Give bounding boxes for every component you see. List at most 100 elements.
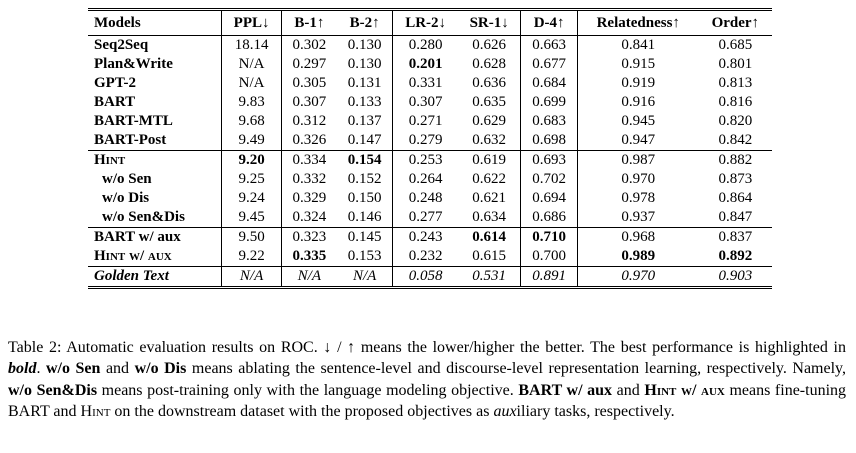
table-cell: 0.137 [347,113,382,129]
table-cell: 0.307 [392,93,458,112]
row-group: BART w/ aux 9.50 0.323 0.145 0.243 0.614 0.710… [88,227,772,267]
table-cell: D-4↑ [520,9,578,36]
table-cell: N/A [221,266,282,288]
table-cell: Relatedness↑ [576,9,699,36]
caption-text: w/o Dis [134,360,187,378]
table-cell: 0.331 [392,74,458,93]
table-cell: N/A [221,55,282,74]
table-cell: Seq2Seq [94,37,149,53]
table-cell: 0.801 [718,56,753,72]
caption-text: iliary tasks, respectively. [516,403,675,421]
table-cell: 0.334 [280,150,337,170]
table-cell: 0.335 [280,247,337,267]
table-cell: BART [94,94,136,110]
table-cell: 0.629 [472,113,507,129]
table-cell: 0.683 [520,112,578,131]
table-cell: 0.663 [520,35,578,55]
table-row: BART w/ aux 9.50 0.323 0.145 0.243 0.614 0.710… [88,227,772,247]
table-row: w/o Dis 9.24 0.329 0.150 0.248 0.621 0.694 0.97… [88,189,772,208]
table-cell: 0.634 [472,209,507,225]
table-cell: BART-MTL [94,113,173,129]
caption-text: bold [8,360,37,378]
table-cell: 0.686 [520,208,578,228]
row-group: Hint 9.20 0.334 0.154 0.253 0.619 0.693 0.987 0.… [88,150,772,228]
table-cell: 0.820 [718,113,753,129]
table-cell: 0.947 [576,131,699,151]
table-cell: 9.83 [221,93,282,112]
table-cell: 9.50 [221,227,282,247]
table-cell: 18.14 [221,35,282,55]
table-cell: N/A [280,266,337,288]
table-cell: GPT-2 [94,75,136,91]
caption-text: and [612,381,645,399]
caption-text: . [36,360,46,378]
table-cell: 0.279 [392,131,458,151]
table-cell: Golden Text [94,268,169,284]
table-cell: 0.302 [280,35,337,55]
table-cell: 0.150 [347,190,382,206]
table-cell: 0.847 [718,209,753,225]
caption-text: w/o Sen&Dis [8,381,98,399]
table-cell: Order↑ [711,14,760,31]
table-cell: 0.710 [520,227,578,247]
table-cell: 0.987 [576,150,699,170]
table-cell: 0.970 [576,266,699,288]
table-cell: B-1↑ [280,9,337,36]
table-cell: 9.25 [221,170,282,189]
table-cell: 0.915 [576,55,699,74]
table-row: BART-MTL 9.68 0.312 0.137 0.271 0.629 0.683 0.9… [88,112,772,131]
table-cell: 0.332 [280,170,337,189]
table-cell: 0.614 [472,229,507,245]
table-cell: 0.145 [347,229,382,245]
table-cell: 0.305 [280,74,337,93]
table-cell: 0.152 [347,171,382,187]
table-cell: Hint w/ aux [94,248,172,264]
table-row: w/o Sen&Dis 9.45 0.324 0.146 0.277 0.634 0.686… [88,208,772,228]
table-cell: 0.873 [718,171,753,187]
table-cell: 0.882 [718,152,753,168]
table-cell: Plan&Write [94,56,173,72]
table-cell: 0.937 [576,208,699,228]
table-cell: 0.685 [718,37,753,53]
table-cell: 0.146 [347,209,382,225]
table-row: BART-Post 9.49 0.326 0.147 0.279 0.632 0.698 0.… [88,131,772,151]
caption: Table 2: Automatic evaluation results on… [8,337,846,423]
table-cell: 0.945 [576,112,699,131]
table-row: Seq2Seq 18.14 0.302 0.130 0.280 0.626 0.663 0.8… [88,35,772,55]
table-cell: 0.531 [472,268,507,284]
table-cell: 0.684 [520,74,578,93]
table-cell: BART w/ aux [94,229,181,245]
table-cell: 0.903 [718,268,753,284]
table-cell: 0.841 [576,35,699,55]
header-row: Models PPL↓ B-1↑ B-2↑ LR-2↓ SR-1↓ D-4↑ Relatedn… [88,9,772,36]
table-cell: 0.842 [718,132,753,148]
table-cell: 0.816 [718,94,753,110]
table-cell: 0.864 [718,190,753,206]
table-cell: 0.916 [576,93,699,112]
table-cell: 0.131 [347,75,382,91]
caption-text: aux [493,403,517,421]
table-cell: 0.271 [392,112,458,131]
table-cell: 0.626 [472,37,507,53]
table-row: GPT-2 N/A 0.305 0.131 0.331 0.636 0.684 0.919 0.… [88,74,772,93]
table-cell: LR-2↓ [392,9,458,36]
table-cell: 0.248 [392,189,458,208]
caption-text: w/o Sen [45,360,101,378]
table-cell: 0.622 [472,171,507,187]
caption-text: Hint [80,403,111,421]
table-cell: 0.621 [472,190,507,206]
caption-text: Table 2: Automatic evaluation results on… [8,339,846,356]
table-cell: 0.253 [392,150,458,170]
table-cell: 0.635 [472,94,507,110]
table-cell: 0.615 [472,248,507,264]
table-cell: 0.147 [347,132,382,148]
table-cell: 0.323 [280,227,337,247]
table-cell: 9.24 [221,189,282,208]
caption-text: BART w/ aux [518,381,613,399]
table-cell: 0.970 [576,170,699,189]
row-group: Golden Text N/A N/A N/A 0.058 0.531 0.891 0.970… [88,266,772,288]
table-cell: SR-1↓ [469,14,509,31]
table-cell: 0.232 [392,247,458,267]
table-cell: 0.632 [472,132,507,148]
